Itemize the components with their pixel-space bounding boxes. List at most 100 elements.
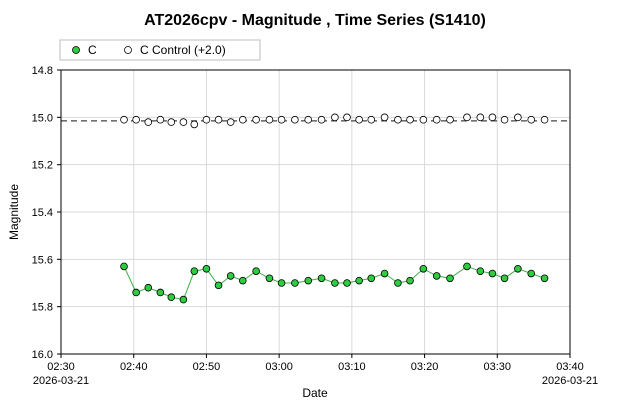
series-c-point [331, 279, 339, 287]
series-c-point [317, 274, 326, 283]
y-tick-label: 14.8 [32, 65, 53, 77]
series-control-point [476, 113, 485, 122]
series-c-point [120, 262, 128, 271]
series-c-point [156, 288, 165, 297]
x-tick-label: 03:20 [411, 361, 439, 373]
legend-box [59, 39, 261, 61]
y-axis-ticks: 14.8 15.0 15.2 15.4 15.6 15.8 16.0 [32, 65, 61, 361]
series-control-point [527, 115, 536, 124]
x-date-label-start: 2026-03-21 [33, 375, 89, 387]
series-control-point [202, 115, 211, 124]
series-control-point [167, 118, 176, 126]
series-control-point [355, 115, 363, 124]
series-c-point [265, 274, 274, 283]
series-control-point [463, 113, 471, 122]
series-control-point [406, 115, 414, 124]
series-control-point [317, 115, 326, 124]
series-c-point [304, 276, 313, 285]
series-control-point [291, 115, 299, 124]
series-control-point [132, 115, 140, 124]
y-tick-label: 15.4 [32, 207, 53, 219]
x-tick-label: 02:40 [120, 361, 148, 373]
series-c-point [446, 274, 454, 283]
series-control-point [179, 118, 188, 126]
series-control-point [380, 113, 389, 122]
series-c-point [540, 274, 549, 283]
series-control-point [331, 113, 339, 122]
y-tick-label: 15.8 [32, 302, 53, 314]
series-c-point [190, 267, 199, 275]
series-control-point [156, 115, 165, 124]
series-control-point [277, 115, 286, 124]
series-control-point [214, 115, 223, 124]
series-c-point [291, 279, 299, 287]
series-c-point [514, 264, 522, 273]
series-control-point [144, 118, 153, 126]
legend-c-marker [72, 46, 80, 54]
series-c-point [476, 267, 485, 275]
x-date-label-end: 2026-03-21 [542, 375, 598, 387]
series-c-point [406, 276, 414, 285]
series-control-point [419, 115, 428, 124]
y-tick-label: 15.2 [32, 160, 53, 172]
series-c-point [277, 279, 286, 287]
series-c-point [179, 295, 188, 304]
series-control-point [343, 113, 351, 122]
series-control-point [238, 115, 247, 124]
y-tick-label: 16.0 [32, 349, 53, 361]
series-control-point [367, 115, 376, 124]
series-control-point [394, 115, 402, 124]
legend-control-marker [124, 46, 132, 54]
series-control-point [514, 113, 522, 122]
series-control-point [488, 113, 497, 122]
x-tick-label: 03:00 [265, 361, 293, 373]
series-points [120, 113, 549, 304]
series-c-point [355, 276, 363, 285]
series-control-point [540, 115, 549, 124]
x-axis-ticks: 02:30 02:40 02:50 03:00 03:10 03:20 03:30 03:40 [47, 354, 584, 373]
series-control-point [190, 120, 199, 129]
y-axis-label: Magnitude [7, 184, 21, 240]
series-c-point [132, 288, 140, 297]
x-axis-label: Date [302, 386, 328, 400]
x-tick-label: 03:40 [556, 361, 584, 373]
legend: C C Control (+2.0) [59, 39, 261, 61]
series-lines [123, 265, 545, 301]
series-c-point [202, 264, 211, 273]
series-control-point [120, 115, 128, 124]
x-tick-label: 03:30 [484, 361, 512, 373]
series-c-point [488, 269, 497, 278]
y-tick-label: 15.0 [32, 112, 53, 124]
series-c-point [432, 272, 441, 280]
series-c-point [343, 279, 351, 287]
series-control-point [500, 115, 509, 124]
series-control-point [304, 115, 313, 124]
series-c-point [144, 283, 153, 292]
series-control-point [252, 115, 260, 124]
chart-title: AT2026cpv - Magnitude , Time Series (S14… [144, 12, 486, 29]
series-control-point [265, 115, 274, 124]
series-c-point [252, 267, 260, 275]
series-c-point [419, 264, 428, 273]
legend-control-label: C Control (+2.0) [140, 43, 226, 57]
series-c-point [527, 269, 536, 278]
y-tick-label: 15.6 [32, 254, 53, 266]
series-c-point [167, 293, 176, 302]
series-c-point [226, 272, 235, 280]
series-c-point [380, 269, 389, 278]
x-tick-label: 03:10 [338, 361, 366, 373]
series-c-point [367, 274, 376, 283]
series-control-point [226, 118, 235, 126]
series-c-point [500, 274, 509, 283]
series-control-point [432, 115, 441, 124]
series-c-point [238, 276, 247, 285]
series-c-point [463, 262, 471, 271]
legend-c-label: C [88, 43, 97, 57]
series-control-point [446, 115, 454, 124]
series-c-point [214, 281, 223, 290]
x-tick-label: 02:30 [47, 361, 75, 373]
series-c-point [394, 279, 402, 287]
